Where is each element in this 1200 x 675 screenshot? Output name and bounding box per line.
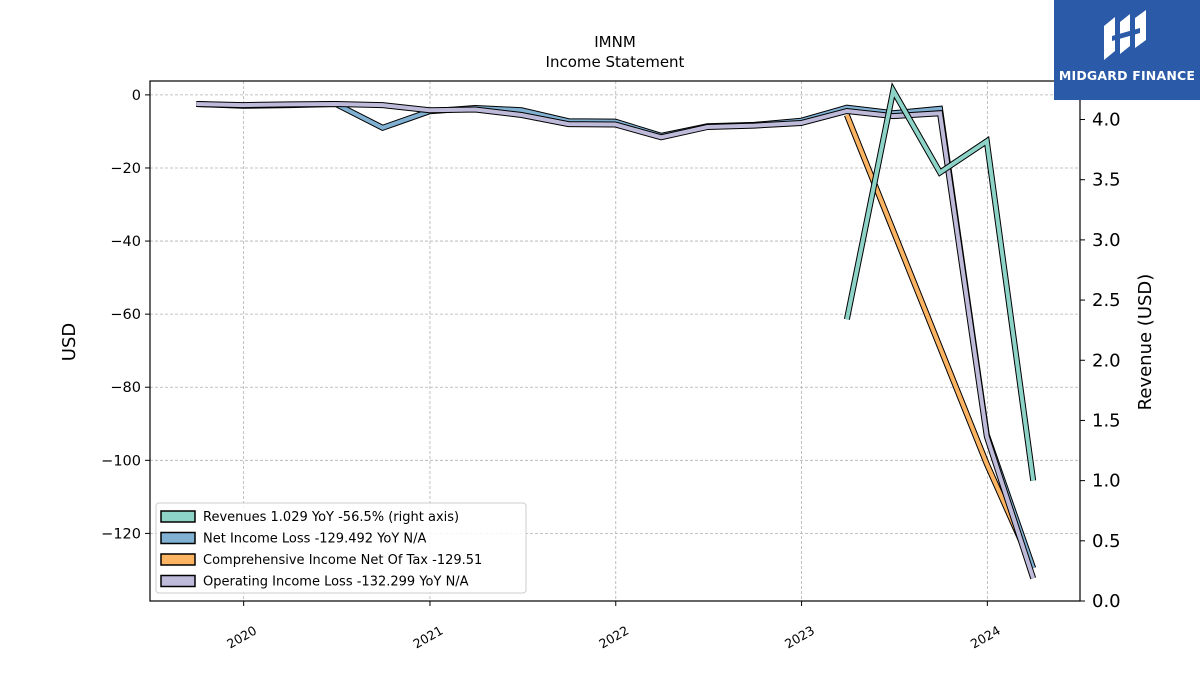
y-tick-label: −40: [110, 234, 141, 250]
x-tick-label: 2021: [410, 623, 445, 652]
legend-label: Operating Income Loss -132.299 YoY N/A: [203, 575, 469, 590]
y-right-tick-label: 1.0: [1092, 471, 1121, 492]
y-right-axis-label: Revenue (USD): [1135, 274, 1156, 411]
y-right-tick-label: 0.0: [1092, 591, 1121, 612]
y-tick-label: −100: [101, 453, 141, 469]
legend-swatch: [160, 553, 196, 566]
x-tick-label: 2024: [968, 623, 1003, 652]
y-tick-label: −80: [110, 380, 141, 396]
legend-label: Revenues 1.029 YoY -56.5% (right axis): [203, 510, 459, 525]
x-tick-label: 2022: [596, 623, 631, 652]
x-tick-label: 2020: [224, 623, 259, 652]
series-line: [196, 100, 1037, 580]
brand-name: MIDGARD FINANCE: [1058, 68, 1196, 83]
y-tick-label: −120: [101, 526, 141, 542]
legend-box: [155, 502, 527, 594]
y-axis-label: USD: [59, 323, 80, 361]
series-line-fill: [196, 101, 1036, 569]
midgard-logo-icon: [1104, 10, 1146, 60]
y-right-tick-label: 3.0: [1092, 230, 1121, 251]
series-line: [196, 100, 1037, 570]
chart-title: IMNM: [594, 33, 636, 51]
legend-swatch: [160, 574, 196, 588]
series-outline: [196, 100, 1037, 570]
series-line-fill: [844, 84, 1036, 481]
y-tick-label: 0: [132, 88, 141, 104]
y-tick-label: −60: [110, 307, 141, 323]
y-right-tick-label: 2.5: [1092, 290, 1121, 311]
legend-label: Net Income Loss -129.492 YoY N/A: [203, 532, 426, 547]
legend-swatch: [160, 510, 196, 523]
y-right-tick-label: 2.0: [1092, 350, 1121, 371]
brand-logo: MIDGARD FINANCE: [1054, 0, 1200, 100]
x-tick-label: 2023: [782, 623, 817, 652]
series-line-fill: [196, 101, 1036, 579]
y-right-tick-label: 3.5: [1092, 170, 1121, 191]
y-right-tick-label: 4.0: [1092, 110, 1121, 131]
plot-frame: [149, 80, 1081, 602]
legend: Revenues 1.029 YoY -56.5% (right axis) Ne…: [155, 502, 527, 594]
y-right-tick-label: 0.5: [1092, 531, 1121, 552]
y-tick-label: −20: [110, 161, 141, 177]
series-line: [843, 82, 1037, 482]
legend-label: Comprehensive Income Net Of Tax -129.51: [203, 553, 482, 568]
y-right-tick-label: 1.5: [1092, 410, 1121, 431]
legend-swatch: [160, 531, 196, 545]
chart-subtitle: Income Statement: [546, 53, 685, 71]
